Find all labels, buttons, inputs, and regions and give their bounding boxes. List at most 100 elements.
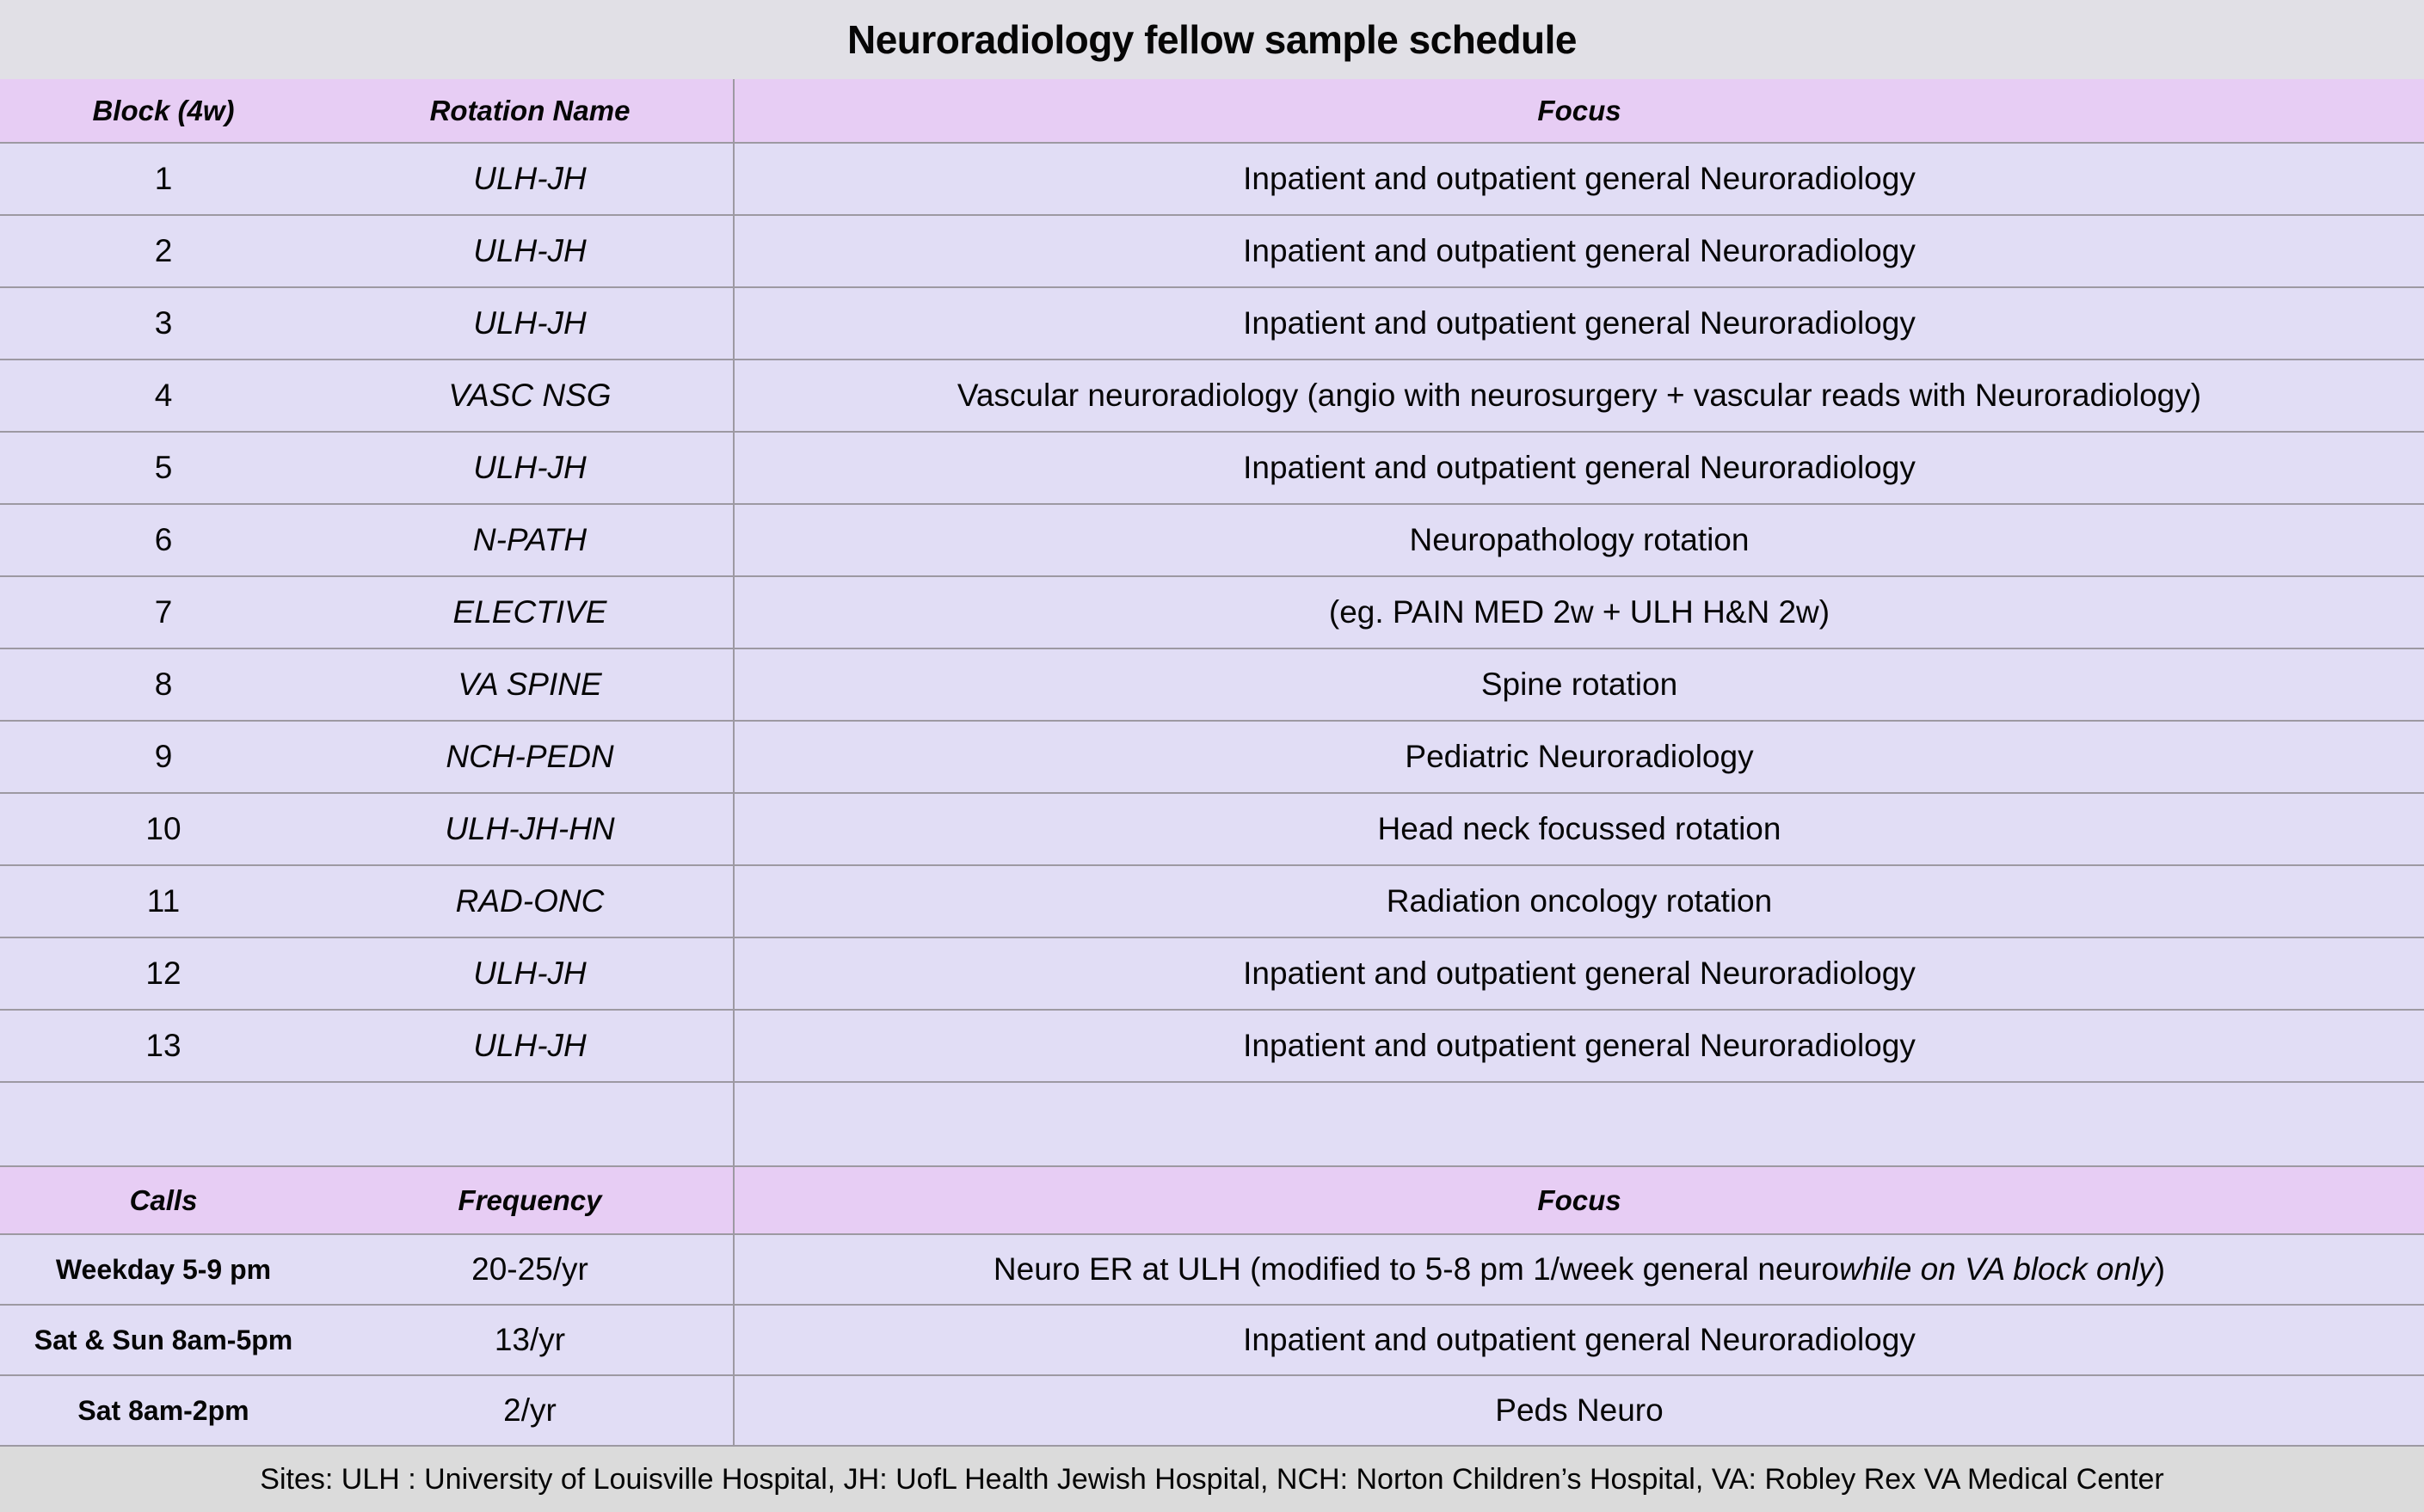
rotation-cell: ULH-JH	[327, 144, 733, 214]
focus-cell: Inpatient and outpatient general Neurora…	[733, 938, 2424, 1009]
focus-cell: Vascular neuroradiology (angio with neur…	[733, 360, 2424, 431]
table-row: Weekday 5-9 pm 20-25/yr Neuro ER at ULH (m…	[0, 1235, 2424, 1306]
block-cell: 2	[0, 216, 327, 286]
focus-header-cell: Focus	[733, 79, 2424, 142]
call-cell: Weekday 5-9 pm	[0, 1235, 327, 1304]
focus-cell: Inpatient and outpatient general Neurora…	[733, 1306, 2424, 1374]
table-row: 3 ULH-JH Inpatient and outpatient general …	[0, 288, 2424, 360]
focus-cell: Neuro ER at ULH (modified to 5-8 pm 1/we…	[733, 1235, 2424, 1304]
schedule-header-row: Block (4w) Rotation Name Focus	[0, 79, 2424, 144]
block-cell-text: 7	[154, 594, 173, 630]
focus-text: Inpatient and outpatient general Neurora…	[1243, 1322, 1916, 1357]
rotation-header-cell: Rotation Name	[327, 79, 733, 142]
frequency-header-label: Frequency	[458, 1183, 602, 1216]
spacer-row	[0, 1083, 2424, 1167]
sites-legend-bar: Sites: ULH : University of Louisville Ho…	[0, 1447, 2424, 1512]
block-cell: 6	[0, 505, 327, 575]
sites-legend: Sites: ULH : University of Louisville Ho…	[260, 1462, 2164, 1496]
block-cell: 12	[0, 938, 327, 1009]
frequency-cell: 20-25/yr	[327, 1235, 733, 1304]
focus-cell: Inpatient and outpatient general Neurora…	[733, 1011, 2424, 1081]
focus-cell: Neuropathology rotation	[733, 505, 2424, 575]
table-row: 2 ULH-JH Inpatient and outpatient general …	[0, 216, 2424, 288]
title-bar: Neuroradiology fellow sample schedule	[0, 0, 2424, 79]
rotation-cell: ULH-JH-HN	[327, 794, 733, 864]
table-row: 6 N-PATH Neuropathology rotation	[0, 505, 2424, 577]
frequency-cell-text: 20-25/yr	[471, 1251, 588, 1287]
rotation-cell-text: RAD-ONC	[455, 883, 605, 919]
block-cell: 8	[0, 649, 327, 720]
spacer-cell	[0, 1083, 327, 1165]
block-cell: 9	[0, 722, 327, 792]
focus-cell: Inpatient and outpatient general Neurora…	[733, 433, 2424, 503]
call-cell-text: Sat & Sun 8am-5pm	[34, 1324, 293, 1355]
focus-cell: Inpatient and outpatient general Neurora…	[733, 288, 2424, 359]
rotation-cell-text: ULH-JH	[473, 956, 587, 991]
focus-cell: Radiation oncology rotation	[733, 866, 2424, 937]
block-cell: 4	[0, 360, 327, 431]
calls-header-label: Calls	[129, 1183, 198, 1216]
rotation-cell-text: ULH-JH	[473, 233, 587, 268]
call-cell-text: Weekday 5-9 pm	[55, 1253, 272, 1285]
focus-text: Inpatient and outpatient general Neurora…	[1243, 956, 1916, 991]
calls-header-row: Calls Frequency Focus	[0, 1167, 2424, 1235]
rotation-cell-text: ULH-JH-HN	[445, 811, 615, 846]
table-row: 7 ELECTIVE (eg. PAIN MED 2w + ULH H&N 2w)	[0, 577, 2424, 649]
focus-text-post: )	[2154, 1251, 2166, 1287]
block-cell-text: 12	[145, 956, 181, 991]
rotation-cell: VASC NSG	[327, 360, 733, 431]
block-cell-text: 2	[154, 233, 173, 268]
block-cell: 10	[0, 794, 327, 864]
focus-text: Neuropathology rotation	[1409, 522, 1750, 557]
rotation-cell: N-PATH	[327, 505, 733, 575]
rotation-cell: ULH-JH	[327, 1011, 733, 1081]
focus-text: (eg. PAIN MED 2w + ULH H&N 2w)	[1328, 594, 1830, 630]
block-cell-text: 4	[154, 378, 173, 413]
calls-focus-header-label: Focus	[1537, 1183, 1621, 1216]
frequency-cell: 13/yr	[327, 1306, 733, 1374]
table-row: Sat & Sun 8am-5pm 13/yr Inpatient and outp…	[0, 1306, 2424, 1376]
rotation-cell-text: NCH-PEDN	[446, 739, 614, 774]
focus-cell: Head neck focussed rotation	[733, 794, 2424, 864]
focus-cell: Pediatric Neuroradiology	[733, 722, 2424, 792]
focus-cell: Inpatient and outpatient general Neurora…	[733, 144, 2424, 214]
focus-text: Peds Neuro	[1495, 1392, 1664, 1428]
block-cell: 7	[0, 577, 327, 648]
block-cell: 11	[0, 866, 327, 937]
block-cell-text: 11	[146, 883, 181, 919]
call-cell: Sat & Sun 8am-5pm	[0, 1306, 327, 1374]
block-header-label: Block (4w)	[92, 94, 235, 126]
rotation-cell: ULH-JH	[327, 216, 733, 286]
focus-text-italic: while on VA block only	[1838, 1251, 2155, 1287]
block-cell-text: 8	[154, 667, 173, 702]
block-cell: 13	[0, 1011, 327, 1081]
table-row: 5 ULH-JH Inpatient and outpatient general …	[0, 433, 2424, 505]
focus-text: Head neck focussed rotation	[1377, 811, 1781, 846]
rotation-cell: ELECTIVE	[327, 577, 733, 648]
schedule-grid: Block (4w) Rotation Name Focus 1 ULH-JH In…	[0, 79, 2424, 1447]
focus-text: Inpatient and outpatient general Neurora…	[1243, 450, 1916, 485]
block-cell-text: 3	[154, 305, 173, 341]
block-cell-text: 1	[154, 161, 173, 196]
focus-cell: Spine rotation	[733, 649, 2424, 720]
rotation-cell-text: ULH-JH	[473, 1028, 587, 1063]
table-row: 12 ULH-JH Inpatient and outpatient general…	[0, 938, 2424, 1011]
focus-text: Inpatient and outpatient general Neurora…	[1243, 233, 1916, 268]
call-cell-text: Sat 8am-2pm	[77, 1394, 249, 1426]
rotation-cell-text: ULH-JH	[473, 161, 587, 196]
rotation-cell: ULH-JH	[327, 433, 733, 503]
block-cell: 3	[0, 288, 327, 359]
focus-text: Inpatient and outpatient general Neurora…	[1243, 161, 1916, 196]
table-row: 8 VA SPINE Spine rotation	[0, 649, 2424, 722]
focus-text: Vascular neuroradiology (angio with neur…	[957, 378, 2202, 413]
table-row: 11 RAD-ONC Radiation oncology rotation	[0, 866, 2424, 938]
rotation-cell-text: N-PATH	[472, 522, 588, 557]
focus-text: Pediatric Neuroradiology	[1405, 739, 1754, 774]
table-row: 13 ULH-JH Inpatient and outpatient general…	[0, 1011, 2424, 1083]
block-cell: 1	[0, 144, 327, 214]
frequency-header-cell: Frequency	[327, 1167, 733, 1233]
frequency-cell-text: 13/yr	[494, 1322, 566, 1357]
focus-text: Inpatient and outpatient general Neurora…	[1243, 305, 1916, 341]
rotation-header-label: Rotation Name	[429, 94, 631, 126]
